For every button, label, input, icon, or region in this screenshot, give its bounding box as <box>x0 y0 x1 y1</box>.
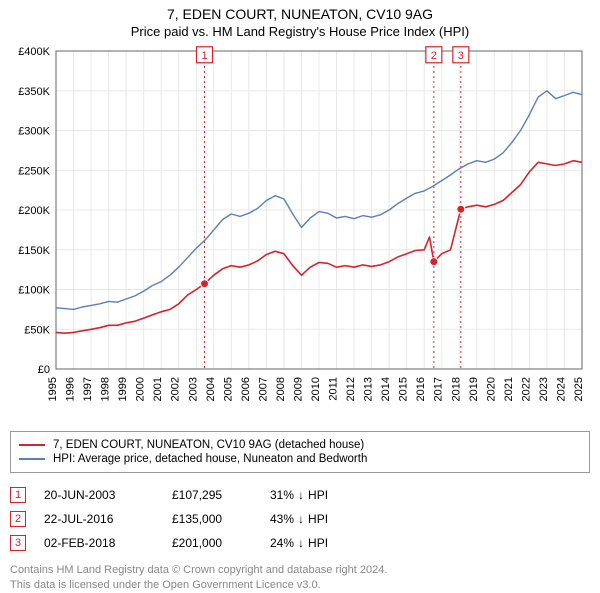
titles-block: 7, EDEN COURT, NUNEATON, CV10 9AG Price … <box>0 0 600 39</box>
legend-box: 7, EDEN COURT, NUNEATON, CV10 9AG (detac… <box>10 431 590 473</box>
svg-text:£300K: £300K <box>18 126 50 138</box>
svg-text:2015: 2015 <box>398 377 410 401</box>
svg-text:2000: 2000 <box>135 377 147 401</box>
event-price: £135,000 <box>172 512 252 526</box>
svg-text:2020: 2020 <box>485 377 497 401</box>
svg-text:£350K: £350K <box>18 86 50 98</box>
svg-text:2007: 2007 <box>257 377 269 401</box>
svg-text:1997: 1997 <box>82 377 94 401</box>
event-delta: 24% ↓ HPI <box>270 536 328 550</box>
svg-text:2025: 2025 <box>573 377 585 401</box>
event-marker-icon: 1 <box>10 487 26 503</box>
event-marker-icon: 3 <box>10 535 26 551</box>
chart-title: 7, EDEN COURT, NUNEATON, CV10 9AG <box>0 6 600 22</box>
svg-text:2014: 2014 <box>380 377 392 401</box>
legend-swatch-hpi <box>19 458 45 460</box>
svg-text:£50K: £50K <box>24 324 50 336</box>
legend-row-price-paid: 7, EDEN COURT, NUNEATON, CV10 9AG (detac… <box>19 438 581 452</box>
svg-text:2018: 2018 <box>450 377 462 401</box>
svg-text:£100K: £100K <box>18 285 50 297</box>
svg-text:2023: 2023 <box>538 377 550 401</box>
svg-text:2001: 2001 <box>152 377 164 401</box>
svg-text:2009: 2009 <box>292 377 304 401</box>
svg-text:2006: 2006 <box>240 377 252 401</box>
event-row: 1 20-JUN-2003 £107,295 31% ↓ HPI <box>10 483 590 507</box>
svg-text:£400K: £400K <box>18 46 50 58</box>
event-date: 20-JUN-2003 <box>44 488 154 502</box>
event-date: 22-JUL-2016 <box>44 512 154 526</box>
event-delta-pct: 24% <box>270 536 294 550</box>
legend-row-hpi: HPI: Average price, detached house, Nune… <box>19 452 581 466</box>
event-delta-suffix: HPI <box>308 488 328 502</box>
svg-text:2012: 2012 <box>345 377 357 401</box>
event-delta-suffix: HPI <box>308 536 328 550</box>
svg-text:£0: £0 <box>38 364 50 376</box>
page-container: 7, EDEN COURT, NUNEATON, CV10 9AG Price … <box>0 0 600 590</box>
svg-text:3: 3 <box>458 50 464 62</box>
event-row: 2 22-JUL-2016 £135,000 43% ↓ HPI <box>10 507 590 531</box>
svg-text:2019: 2019 <box>468 377 480 401</box>
chart-svg: £0 £50K £100K £150K £200K £250K £300K £350K £400… <box>10 45 590 425</box>
svg-text:2024: 2024 <box>555 377 567 401</box>
svg-text:2016: 2016 <box>415 377 427 401</box>
event-delta: 31% ↓ HPI <box>270 488 328 502</box>
svg-text:£200K: £200K <box>18 205 50 217</box>
event-row: 3 02-FEB-2018 £201,000 24% ↓ HPI <box>10 531 590 555</box>
svg-text:2002: 2002 <box>170 377 182 401</box>
event-delta-suffix: HPI <box>308 512 328 526</box>
svg-text:1996: 1996 <box>65 377 77 401</box>
event-delta-pct: 43% <box>270 512 294 526</box>
event-delta-pct: 31% <box>270 488 294 502</box>
svg-text:2: 2 <box>431 50 437 62</box>
footer-line-2: This data is licensed under the Open Gov… <box>10 578 590 593</box>
chart-area: £0 £50K £100K £150K £200K £250K £300K £350K £400… <box>10 45 590 425</box>
legend-label-hpi: HPI: Average price, detached house, Nune… <box>53 453 367 465</box>
svg-text:1995: 1995 <box>47 377 59 401</box>
svg-text:1999: 1999 <box>117 377 129 401</box>
legend-label-price-paid: 7, EDEN COURT, NUNEATON, CV10 9AG (detac… <box>53 439 364 451</box>
svg-text:2021: 2021 <box>503 377 515 401</box>
footer-text: Contains HM Land Registry data © Crown c… <box>10 563 590 593</box>
svg-text:£150K: £150K <box>18 245 50 257</box>
arrow-down-icon: ↓ <box>298 536 304 550</box>
svg-text:2017: 2017 <box>433 377 445 401</box>
svg-text:2008: 2008 <box>275 377 287 401</box>
svg-text:2010: 2010 <box>310 377 322 401</box>
svg-text:2022: 2022 <box>520 377 532 401</box>
legend-swatch-price-paid <box>19 444 45 446</box>
event-price: £201,000 <box>172 536 252 550</box>
svg-text:1: 1 <box>201 50 207 62</box>
footer-line-1: Contains HM Land Registry data © Crown c… <box>10 563 590 578</box>
event-marker-icon: 2 <box>10 511 26 527</box>
svg-text:£250K: £250K <box>18 165 50 177</box>
svg-text:2013: 2013 <box>363 377 375 401</box>
svg-text:1998: 1998 <box>100 377 112 401</box>
svg-text:2004: 2004 <box>205 377 217 401</box>
arrow-down-icon: ↓ <box>298 488 304 502</box>
svg-text:2003: 2003 <box>187 377 199 401</box>
svg-text:2005: 2005 <box>222 377 234 401</box>
arrow-down-icon: ↓ <box>298 512 304 526</box>
chart-subtitle: Price paid vs. HM Land Registry's House … <box>0 24 600 39</box>
events-block: 1 20-JUN-2003 £107,295 31% ↓ HPI 2 22-JUL-2016 £… <box>10 483 590 555</box>
event-date: 02-FEB-2018 <box>44 536 154 550</box>
event-delta: 43% ↓ HPI <box>270 512 328 526</box>
svg-text:2011: 2011 <box>328 377 340 401</box>
event-price: £107,295 <box>172 488 252 502</box>
